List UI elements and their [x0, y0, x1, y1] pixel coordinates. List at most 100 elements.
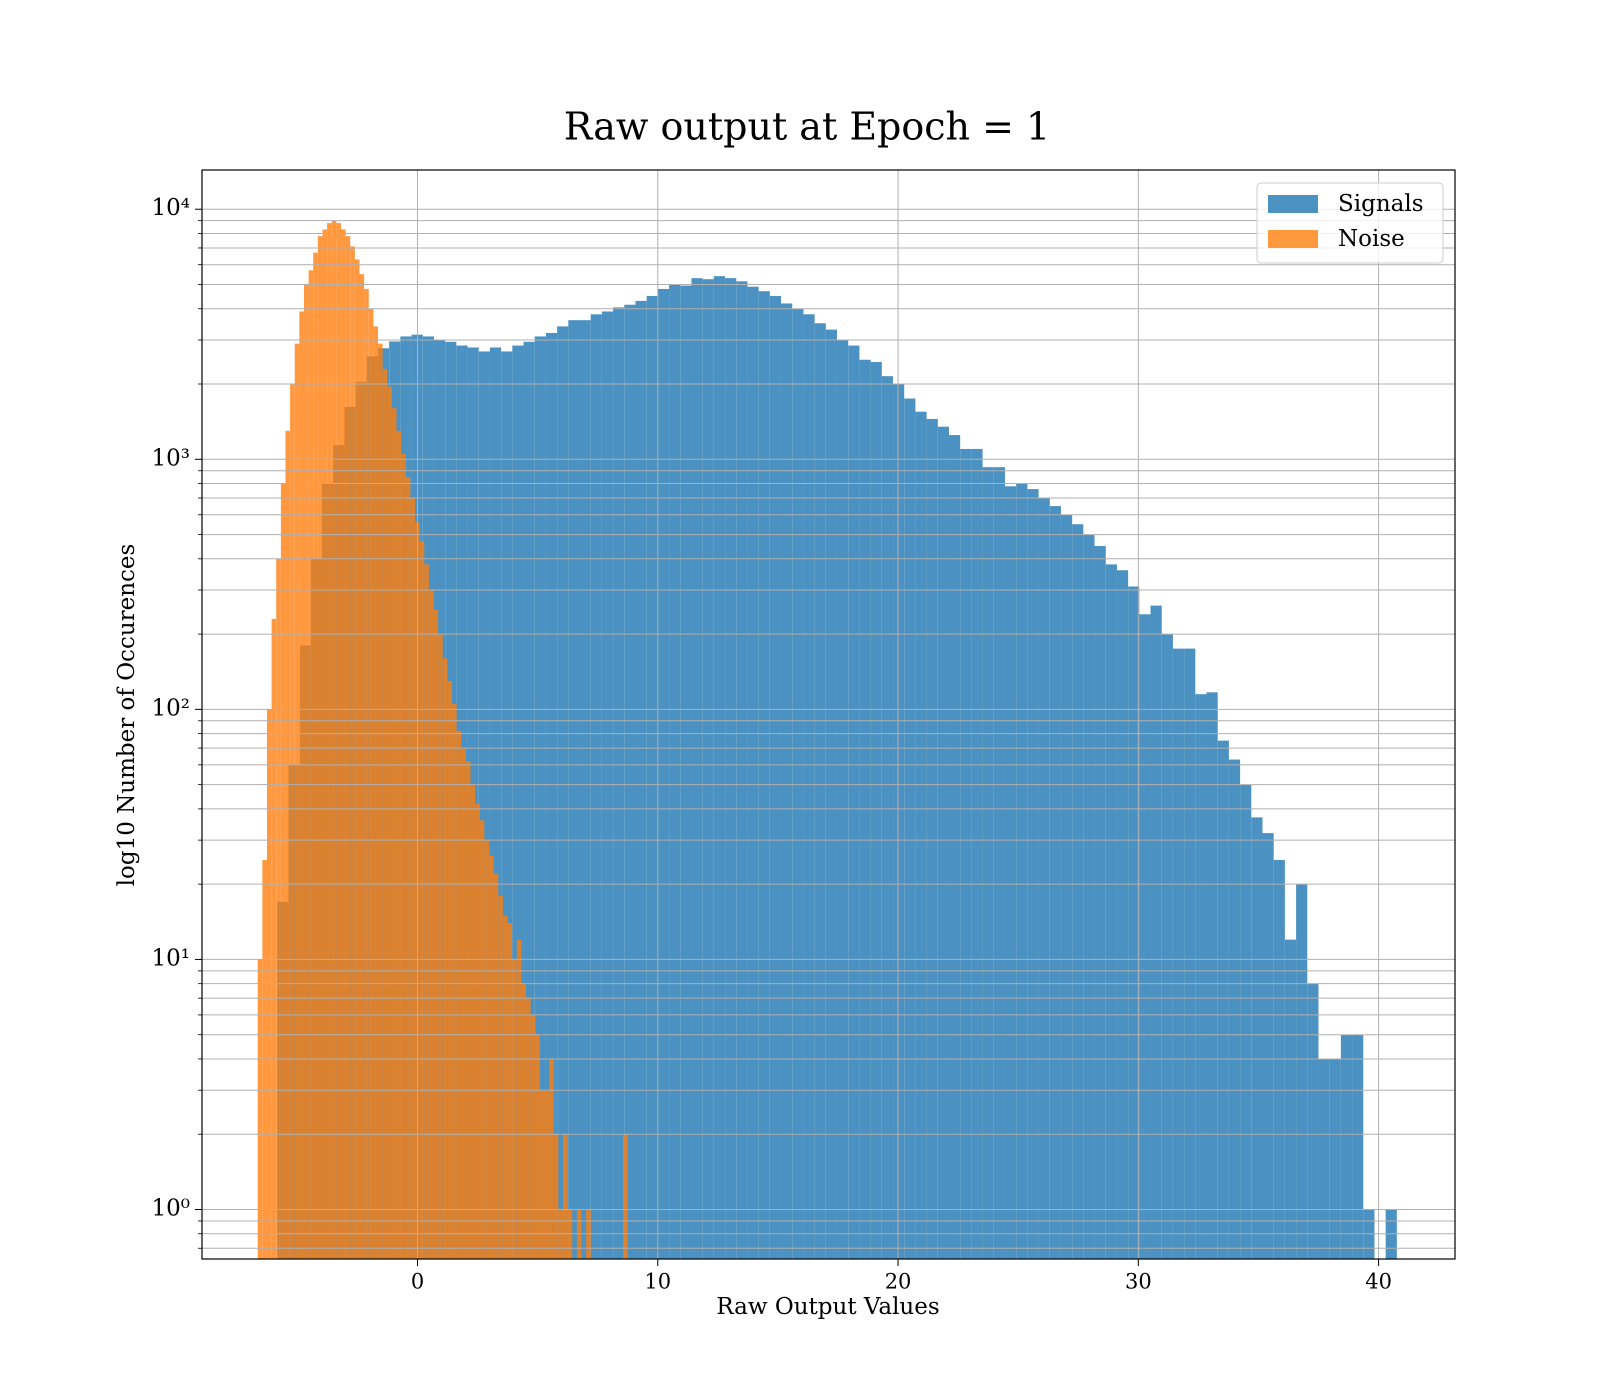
histogram-bar	[442, 658, 448, 1259]
histogram-bar	[646, 295, 658, 1259]
histogram-bar	[1072, 524, 1084, 1259]
histogram-bar	[736, 281, 748, 1259]
chart-title: Raw output at Epoch = 1	[564, 105, 1050, 149]
histogram-bar	[498, 895, 503, 1259]
histogram-bar	[1139, 614, 1151, 1259]
histogram-bar	[713, 276, 726, 1260]
histogram-bar	[438, 634, 443, 1259]
histogram-bar	[465, 761, 471, 1259]
histogram-bar	[1172, 648, 1185, 1259]
histogram-bar	[1385, 1209, 1397, 1259]
histogram-bar	[456, 730, 462, 1259]
histogram-bar	[669, 284, 681, 1259]
histogram-bar	[377, 343, 383, 1259]
histogram-bar	[904, 398, 916, 1259]
legend-label: Noise	[1338, 226, 1405, 252]
x-tick-label: 30	[1125, 1270, 1152, 1294]
series-1	[257, 220, 628, 1260]
histogram-bar	[948, 435, 961, 1259]
histogram-bar	[479, 820, 485, 1259]
histogram-bar	[567, 1209, 573, 1259]
histogram-bar	[557, 326, 569, 1259]
histogram-bar	[502, 915, 508, 1259]
histogram-bar	[563, 1134, 568, 1259]
histogram-bar	[336, 223, 341, 1259]
histogram-bar	[1240, 784, 1252, 1259]
histogram-bar	[586, 1209, 591, 1259]
histogram-bar	[769, 295, 782, 1259]
histogram-bar	[516, 939, 522, 1259]
histogram-bar	[359, 274, 365, 1260]
histogram-bar	[501, 351, 513, 1259]
histogram-bar	[545, 332, 558, 1259]
histogram-bar	[410, 498, 415, 1260]
legend-swatch	[1268, 195, 1318, 213]
histogram-bar	[391, 408, 397, 1259]
legend-swatch	[1268, 230, 1318, 248]
histogram-bar	[489, 347, 502, 1259]
histogram-bar	[401, 453, 406, 1259]
histogram-bar	[1049, 506, 1061, 1260]
y-axis-label: log10 Number of Occurences	[114, 544, 140, 887]
histogram-bar	[549, 1058, 554, 1259]
histogram-bar	[848, 345, 860, 1259]
histogram-bar	[475, 803, 480, 1259]
histogram-bar	[478, 351, 490, 1259]
histogram-bar	[523, 341, 535, 1259]
histogram-bar	[294, 343, 300, 1259]
histogram-bar	[1083, 534, 1095, 1259]
histogram-bar	[507, 922, 513, 1259]
histogram-bar	[926, 418, 938, 1260]
histogram-bar	[1094, 546, 1106, 1259]
x-axis-label: Raw Output Values	[716, 1294, 939, 1320]
histogram-bar	[691, 278, 703, 1259]
histogram-bar	[568, 320, 580, 1259]
histogram-bar	[544, 1090, 550, 1259]
histogram-bar	[1318, 1058, 1330, 1259]
histogram-bar	[781, 303, 793, 1259]
histogram-bar	[1340, 1034, 1353, 1259]
histogram-bar	[1296, 884, 1308, 1259]
histogram-bar	[535, 1034, 540, 1259]
histogram-bar	[881, 376, 894, 1259]
histogram-bar	[702, 279, 714, 1259]
y-tick-label: 10¹	[152, 945, 191, 971]
y-tick-label: 10⁴	[152, 195, 191, 221]
histogram-bar	[530, 1014, 536, 1259]
histogram-bar	[1116, 570, 1129, 1259]
histogram-bar	[1128, 586, 1140, 1259]
histogram-bar	[364, 288, 369, 1259]
histogram-bar	[624, 304, 636, 1259]
histogram-bar	[290, 384, 295, 1260]
histogram-bar	[1251, 817, 1263, 1259]
histogram-bar	[993, 467, 1005, 1260]
histogram-bar	[262, 859, 267, 1259]
histogram-bar	[1016, 483, 1028, 1259]
histogram-bar	[266, 709, 272, 1259]
histogram-bar	[373, 326, 378, 1259]
histogram-bar	[1352, 1034, 1364, 1259]
histogram-bar	[590, 314, 602, 1259]
histogram-bar	[451, 704, 457, 1259]
histogram-bar	[1307, 983, 1319, 1259]
histogram-bar	[623, 1134, 628, 1259]
histogram-bar	[1206, 692, 1218, 1259]
x-tick-label: 0	[411, 1270, 424, 1294]
histogram-bar	[1184, 648, 1196, 1259]
histogram-bar	[1161, 634, 1173, 1259]
histogram-bar	[1105, 564, 1117, 1259]
histogram-bar	[299, 311, 304, 1259]
histogram-bar	[613, 307, 625, 1259]
histogram-bar	[340, 229, 346, 1260]
histogram-bar	[313, 252, 318, 1259]
histogram-bar	[280, 483, 286, 1259]
histogram-bar	[558, 1209, 564, 1259]
legend: Signals Noise	[1256, 182, 1444, 264]
histogram-bar	[354, 259, 360, 1260]
histogram-bar	[396, 430, 402, 1259]
histogram-bar	[368, 308, 374, 1259]
x-tick-label: 40	[1365, 1270, 1392, 1294]
histogram-bar	[539, 1090, 545, 1259]
histogram-bar	[387, 386, 392, 1260]
